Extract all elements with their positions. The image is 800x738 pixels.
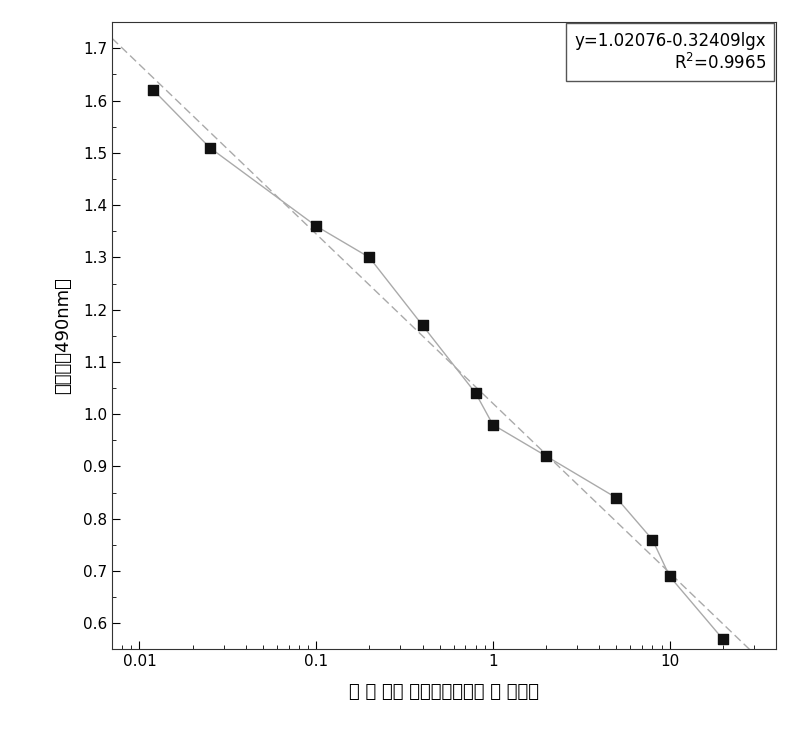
Point [363,252,376,263]
Point [470,387,482,399]
Point [310,220,322,232]
Point [716,633,729,645]
X-axis label: 邻 苯 二甲 酸二环己酯标准 品 的浓度: 邻 苯 二甲 酸二环己酯标准 品 的浓度 [349,683,539,701]
Point [540,450,553,462]
Point [486,418,499,430]
Point [663,570,676,582]
Point [610,492,622,504]
Point [147,84,160,96]
Y-axis label: 吸光値（490nm）: 吸光値（490nm） [54,277,72,394]
Point [646,534,659,545]
Point [203,142,216,154]
Point [416,320,429,331]
Text: y=1.02076-0.32409lgx
R$^2$=0.9965: y=1.02076-0.32409lgx R$^2$=0.9965 [574,32,766,73]
